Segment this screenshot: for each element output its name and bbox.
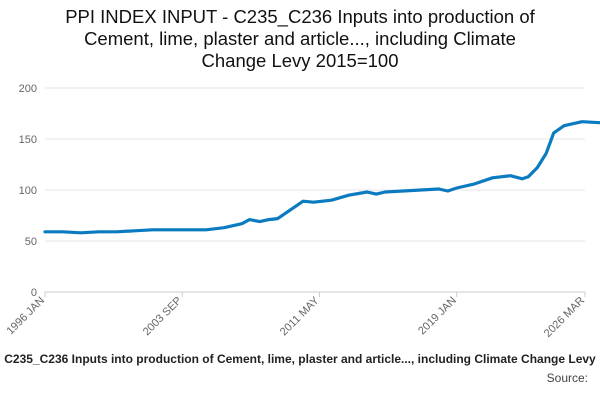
x-tick-label-0: 1996 JAN [4,295,47,338]
series-legend-label: C235_C236 Inputs into production of Ceme… [4,352,596,366]
series-line-0 [43,120,600,235]
grid-layer [45,87,585,293]
x-tick-label-1: 2003 SEP [141,295,185,339]
x-tick-label-4: 2026 MAR [542,295,587,340]
y-tick-label-0: 0 [31,287,37,299]
y-tick-label-100: 100 [19,185,37,197]
source-label: Source: [546,371,588,385]
y-tick-label-200: 200 [19,83,37,95]
chart-title: PPI INDEX INPUT - C235_C236 Inputs into … [65,6,535,71]
axis-layer [44,292,586,297]
x-tick-label-3: 2019 JAN [416,295,459,338]
x-tick-label-2: 2011 MAY [278,294,322,338]
y-tick-label-50: 50 [25,236,37,248]
series-layer [43,120,600,235]
tick-label-layer: 0 50 100 150 200 1996 JAN 2003 SEP 2011 MAY 2019… [4,83,587,340]
y-tick-label-150: 150 [19,134,37,146]
